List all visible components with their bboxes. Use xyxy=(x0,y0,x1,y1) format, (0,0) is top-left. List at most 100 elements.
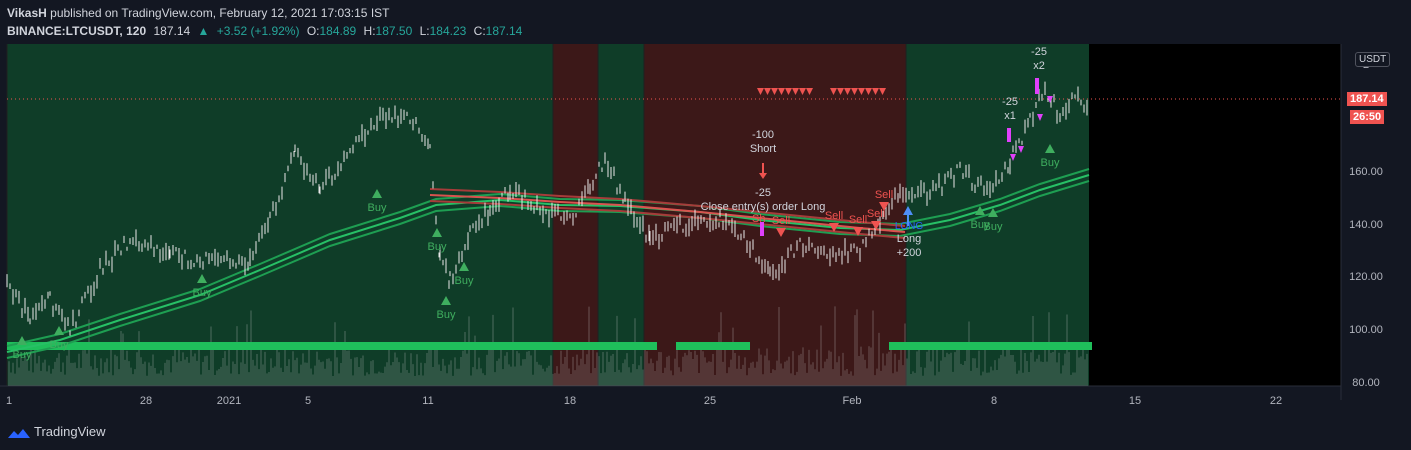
sell-marker xyxy=(879,202,889,211)
triangle-up-icon: ▲ xyxy=(197,24,210,38)
buy-marker xyxy=(459,262,469,271)
sell-marker xyxy=(829,223,839,232)
buy-label: Buy xyxy=(455,275,474,287)
sell-marker xyxy=(853,227,863,236)
price-tick-label: 140.00 xyxy=(1349,219,1383,231)
sell-strip-marker xyxy=(785,88,792,95)
sell-strip-marker xyxy=(851,88,858,95)
buy-label: Buy xyxy=(50,339,69,351)
buy-marker xyxy=(988,208,998,217)
sell-strip-marker xyxy=(764,88,771,95)
tradingview-icon xyxy=(8,428,30,438)
time-tick-label: 28 xyxy=(140,395,152,407)
buy-marker xyxy=(17,336,27,345)
signal-strip xyxy=(676,342,750,350)
buy-label: Buy xyxy=(13,349,32,361)
time-tick-label: Feb xyxy=(843,395,862,407)
low-value: 184.23 xyxy=(429,24,467,38)
ma-band xyxy=(6,174,1090,353)
last-price-badge: 187.14 xyxy=(1347,92,1387,106)
time-tick-label: 1 xyxy=(6,395,12,407)
publish-text: published on TradingView.com, February 1… xyxy=(50,6,390,20)
buy-marker xyxy=(372,189,382,198)
short-exit-arrow xyxy=(760,222,764,236)
time-tick-label: 15 xyxy=(1129,395,1141,407)
sell-strip-marker xyxy=(837,88,844,95)
low-label: L: xyxy=(419,24,430,38)
long-entry-label: Long xyxy=(897,233,921,245)
buy-label: Buy xyxy=(368,202,387,214)
publisher-name[interactable]: VikasH xyxy=(7,6,47,20)
buy-label: Buy xyxy=(428,241,447,253)
sell-label: Sell xyxy=(867,208,885,220)
buy-marker xyxy=(432,228,442,237)
sell-marker xyxy=(871,221,881,230)
exit-x1-label: x1 xyxy=(1004,110,1016,122)
open-label: O: xyxy=(306,24,320,38)
exit-x2-qty: -25 xyxy=(1031,46,1047,58)
buy-label: Buy xyxy=(437,309,456,321)
trend-zone xyxy=(598,44,644,386)
price-tick-label: 120.00 xyxy=(1349,271,1383,283)
ma-band xyxy=(6,180,1090,359)
price-change: +3.52 (+1.92%) xyxy=(216,24,300,38)
short-entry-label: Short xyxy=(750,143,776,155)
high-value: 187.50 xyxy=(375,24,413,38)
buy-label: Buy xyxy=(1041,157,1060,169)
buy-label: Buy xyxy=(984,221,1003,233)
close-label: C: xyxy=(473,24,486,38)
price-tick-label: 80.00 xyxy=(1352,377,1380,389)
sell-strip-marker xyxy=(771,88,778,95)
sell-strip-marker xyxy=(778,88,785,95)
exit-x1-qty: -25 xyxy=(1002,96,1018,108)
time-tick-label: 25 xyxy=(704,395,716,407)
ma-band xyxy=(6,168,1090,347)
high-label: H: xyxy=(363,24,376,38)
sell-strip-marker xyxy=(830,88,837,95)
time-tick-label: 5 xyxy=(305,395,311,407)
time-tick-label: 11 xyxy=(422,395,433,407)
currency-button[interactable]: USDT xyxy=(1355,52,1391,67)
trend-zone xyxy=(7,44,553,386)
symbol-info-bar: BINANCE:LTCUSDT, 120 187.14 ▲ +3.52 (+1.… xyxy=(7,24,526,38)
buy-marker xyxy=(54,326,64,335)
buy-label: Buy xyxy=(971,219,990,231)
buy-marker xyxy=(197,274,207,283)
time-tick-label: 18 xyxy=(564,395,576,407)
sell-label: Sell xyxy=(772,215,790,227)
exit-marker xyxy=(1047,96,1053,103)
sell-strip-marker xyxy=(872,88,879,95)
short-exit-qty: -25 xyxy=(755,187,771,199)
open-value: 184.89 xyxy=(319,24,357,38)
exit-x2-arrow xyxy=(1035,78,1039,94)
trend-zone xyxy=(906,44,1089,386)
short-arrow-head xyxy=(759,173,767,179)
exit-marker xyxy=(1010,154,1016,161)
sell-strip-marker xyxy=(799,88,806,95)
short-entry-qty: -100 xyxy=(752,129,774,141)
exit-x2-label: x2 xyxy=(1033,60,1045,72)
sell-strip-marker xyxy=(792,88,799,95)
exit-x1-arrow xyxy=(1007,128,1011,142)
ma-band-bear xyxy=(429,200,906,239)
time-tick-label: 22 xyxy=(1270,395,1282,407)
time-tick-label: 2021 xyxy=(217,395,241,407)
close-value: 187.14 xyxy=(485,24,523,38)
price-tick-label: 100.00 xyxy=(1349,324,1383,336)
sell-strip-marker xyxy=(865,88,872,95)
signal-strip xyxy=(889,342,1092,350)
sell-marker xyxy=(776,228,786,237)
buy-label: Buy xyxy=(193,287,212,299)
time-tick-label: 8 xyxy=(991,395,997,407)
sh-label: Sh xyxy=(752,213,765,225)
symbol-label[interactable]: BINANCE:LTCUSDT, 120 xyxy=(7,24,147,38)
signal-strip xyxy=(7,342,657,350)
last-price: 187.14 xyxy=(153,24,191,38)
buy-marker xyxy=(1045,144,1055,153)
sell-strip-marker xyxy=(806,88,813,95)
sell-label: Sell xyxy=(849,214,867,226)
close-long-label: Close entry(s) order Long xyxy=(701,201,826,213)
sell-strip-marker xyxy=(757,88,764,95)
tradingview-logo[interactable]: TradingView xyxy=(8,424,106,439)
